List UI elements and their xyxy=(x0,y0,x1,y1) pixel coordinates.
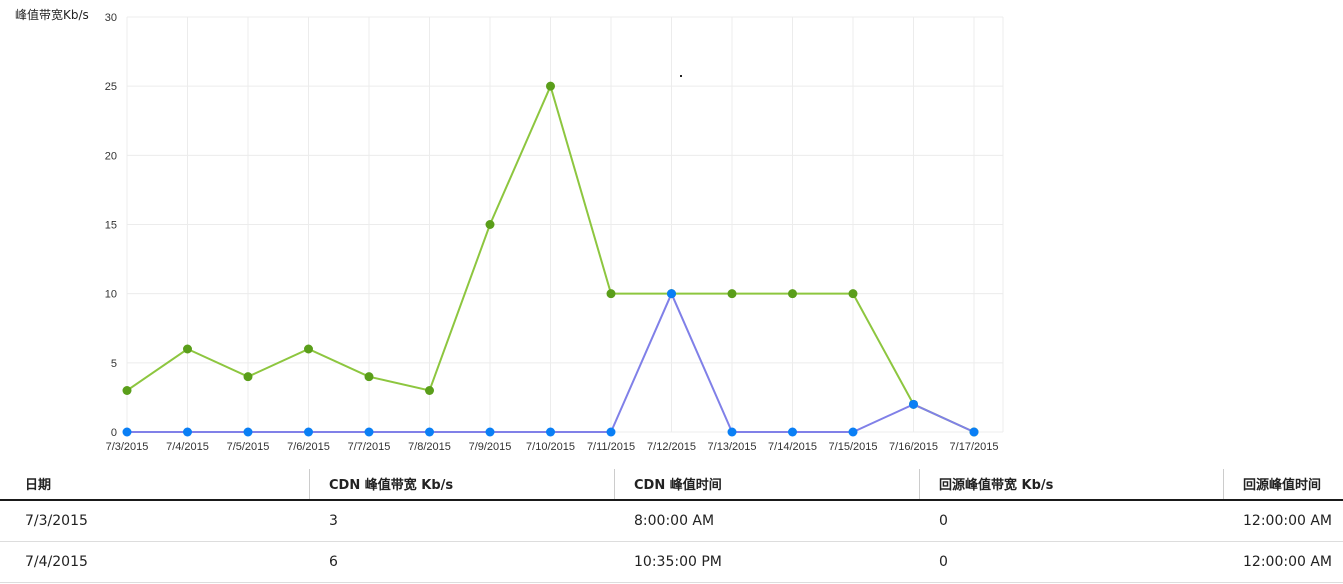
series-2-point xyxy=(304,427,313,437)
series-2-point xyxy=(183,427,192,437)
cell-date: 7/3/2015 xyxy=(0,500,309,542)
table-row: 7/3/2015 3 8:00:00 AM 0 12:00:00 AM xyxy=(0,500,1343,542)
y-tick-label: 25 xyxy=(105,81,117,93)
series-1-point xyxy=(788,289,797,299)
line-chart-svg: 0 5 10 15 20 25 30 7/3/2015 7/4/2015 7/5/2015 7/6/… xyxy=(105,12,1004,453)
series-2-point xyxy=(969,427,979,437)
table-row: 7/4/2015 6 10:35:00 PM 0 12:00:00 AM xyxy=(0,541,1343,583)
series-1-point xyxy=(485,220,495,229)
cell-cdn-peak-time: 10:35:00 PM xyxy=(614,541,919,583)
y-tick-label: 15 xyxy=(105,220,117,232)
bandwidth-chart: 峰值带宽Kb/s 0 5 10 15 20 25 30 7/3/2015 7/4/2015 7/5… xyxy=(15,8,1004,453)
x-tick-label: 7/14/2015 xyxy=(768,441,817,453)
stray-dot xyxy=(680,75,682,77)
x-tick-label: 7/10/2015 xyxy=(526,441,575,453)
x-tick-label: 7/5/2015 xyxy=(227,441,270,453)
series-1-point xyxy=(546,81,555,91)
series-2-point xyxy=(667,289,676,299)
y-tick-label: 20 xyxy=(105,150,117,162)
header-cdn-peak-time: CDN 峰值时间 xyxy=(614,467,919,501)
series-1-point xyxy=(848,289,858,299)
y-tick-label: 30 xyxy=(105,12,117,24)
y-tick-label: 10 xyxy=(105,289,117,301)
x-tick-label: 7/8/2015 xyxy=(408,441,451,453)
series-2-point xyxy=(425,427,434,437)
cell-origin-peak-time: 12:00:00 AM xyxy=(1223,500,1343,542)
series-2-point xyxy=(606,427,616,437)
series-1-point xyxy=(183,344,192,354)
cell-origin-peak-time: 12:00:00 AM xyxy=(1223,541,1343,583)
x-tick-label: 7/16/2015 xyxy=(889,441,938,453)
series-2-point xyxy=(848,427,858,437)
x-tick-label: 7/17/2015 xyxy=(950,441,999,453)
series-1-point xyxy=(122,386,132,395)
series-2-point xyxy=(788,427,797,437)
x-tick-label: 7/4/2015 xyxy=(166,441,209,453)
x-tick-label: 7/15/2015 xyxy=(829,441,878,453)
series-2-point xyxy=(122,427,132,437)
series-1-point xyxy=(364,372,374,382)
x-tick-label: 7/6/2015 xyxy=(287,441,330,453)
x-tick-label: 7/7/2015 xyxy=(348,441,391,453)
y-tick-label: 0 xyxy=(111,427,117,439)
series-2-point xyxy=(727,427,737,437)
table-header-row: 日期 CDN 峰值带宽 Kb/s CDN 峰值时间 回源峰值带宽 Kb/s 回源… xyxy=(0,467,1343,501)
header-date: 日期 xyxy=(0,467,309,501)
series-2-point xyxy=(909,399,918,409)
cell-cdn-peak-bandwidth: 3 xyxy=(309,500,614,542)
cell-date: 7/4/2015 xyxy=(0,541,309,583)
series-2-point xyxy=(546,427,555,437)
series-1-point xyxy=(425,386,434,395)
series-2-point xyxy=(485,427,495,437)
series-2-point xyxy=(243,427,253,437)
x-tick-label: 7/11/2015 xyxy=(587,441,635,453)
cell-cdn-peak-time: 8:00:00 AM xyxy=(614,500,919,542)
y-axis-title: 峰值带宽Kb/s xyxy=(15,8,89,22)
cell-origin-peak-bandwidth: 0 xyxy=(919,541,1223,583)
x-tick-label: 7/9/2015 xyxy=(469,441,512,453)
header-origin-peak-time: 回源峰值时间 xyxy=(1223,467,1343,501)
cell-cdn-peak-bandwidth: 6 xyxy=(309,541,614,583)
bandwidth-table: 日期 CDN 峰值带宽 Kb/s CDN 峰值时间 回源峰值带宽 Kb/s 回源… xyxy=(0,467,1343,583)
series-1-point xyxy=(304,344,313,354)
x-tick-label: 7/12/2015 xyxy=(647,441,696,453)
series-1-point xyxy=(243,372,253,382)
header-origin-peak-bandwidth: 回源峰值带宽 Kb/s xyxy=(919,467,1223,501)
series-1-point xyxy=(727,289,737,299)
x-tick-label: 7/13/2015 xyxy=(708,441,757,453)
y-tick-label: 5 xyxy=(111,358,117,370)
cell-origin-peak-bandwidth: 0 xyxy=(919,500,1223,542)
series-2-point xyxy=(364,427,374,437)
header-cdn-peak-bandwidth: CDN 峰值带宽 Kb/s xyxy=(309,467,614,501)
series-1-point xyxy=(606,289,616,299)
x-tick-label: 7/3/2015 xyxy=(106,441,149,453)
